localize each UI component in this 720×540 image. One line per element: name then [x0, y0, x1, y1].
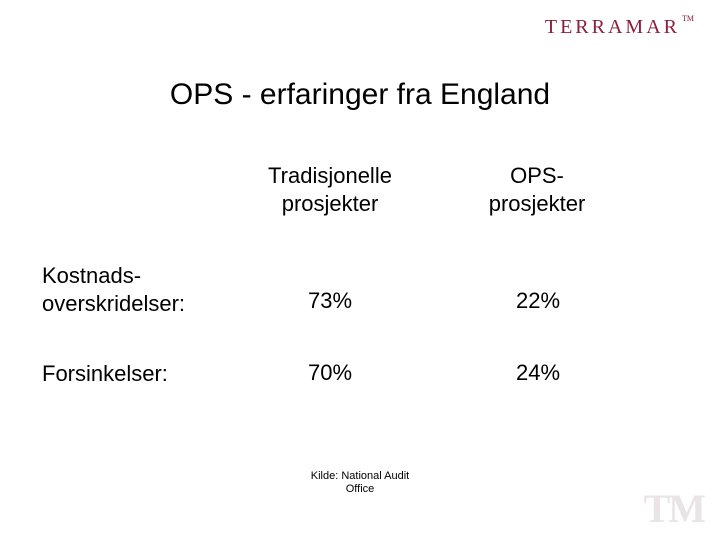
- brand-watermark-bottom: TM: [644, 485, 704, 532]
- slide: TERRAMARTM OPS - erfaringer fra England …: [0, 0, 720, 540]
- source-line: Kilde: National Audit: [311, 470, 409, 482]
- row-label-line: Forsinkelser:: [42, 361, 168, 386]
- column-header-line: Tradisjonelle: [268, 163, 392, 188]
- brand-logo-top: TERRAMARTM: [545, 16, 692, 39]
- row-label-line: overskridelser:: [42, 291, 185, 316]
- row-label-delays: Forsinkelser:: [42, 360, 242, 388]
- row-label-line: Kostnads-: [42, 263, 141, 288]
- source-line: Office: [346, 483, 375, 495]
- column-header-line: prosjekter: [489, 191, 586, 216]
- column-header-ops: OPS- prosjekter: [452, 162, 622, 217]
- brand-name: TERRAMAR: [545, 16, 680, 38]
- row-label-cost-overruns: Kostnads- overskridelser:: [42, 262, 242, 317]
- brand-tm-superscript: TM: [682, 14, 694, 23]
- column-header-line: OPS-: [510, 163, 564, 188]
- source-citation: Kilde: National Audit Office: [0, 470, 720, 496]
- slide-title: OPS - erfaringer fra England: [0, 78, 720, 112]
- column-header-line: prosjekter: [282, 191, 379, 216]
- cell-delays-ops: 24%: [478, 360, 598, 386]
- column-header-traditional: Tradisjonelle prosjekter: [245, 162, 415, 217]
- cell-cost-overruns-ops: 22%: [478, 288, 598, 314]
- cell-cost-overruns-traditional: 73%: [270, 288, 390, 314]
- cell-delays-traditional: 70%: [270, 360, 390, 386]
